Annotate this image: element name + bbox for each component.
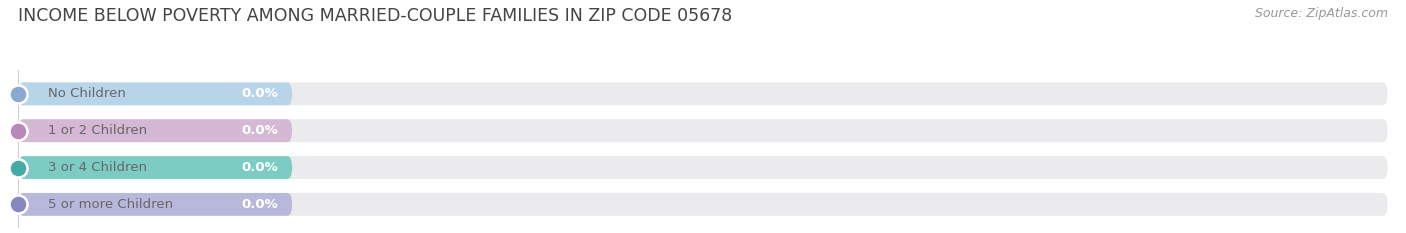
FancyBboxPatch shape [18,193,1388,216]
Text: No Children: No Children [48,87,127,100]
FancyBboxPatch shape [18,156,1388,179]
Text: 3 or 4 Children: 3 or 4 Children [48,161,148,174]
Text: 0.0%: 0.0% [242,161,278,174]
FancyBboxPatch shape [18,119,1388,142]
FancyBboxPatch shape [18,82,1388,105]
Text: Source: ZipAtlas.com: Source: ZipAtlas.com [1254,7,1388,20]
Text: 0.0%: 0.0% [242,124,278,137]
FancyBboxPatch shape [18,82,292,105]
Text: 0.0%: 0.0% [242,198,278,211]
FancyBboxPatch shape [18,193,292,216]
Text: INCOME BELOW POVERTY AMONG MARRIED-COUPLE FAMILIES IN ZIP CODE 05678: INCOME BELOW POVERTY AMONG MARRIED-COUPL… [18,7,733,25]
Text: 5 or more Children: 5 or more Children [48,198,173,211]
FancyBboxPatch shape [18,156,292,179]
FancyBboxPatch shape [18,119,292,142]
Text: 1 or 2 Children: 1 or 2 Children [48,124,148,137]
Text: 0.0%: 0.0% [242,87,278,100]
